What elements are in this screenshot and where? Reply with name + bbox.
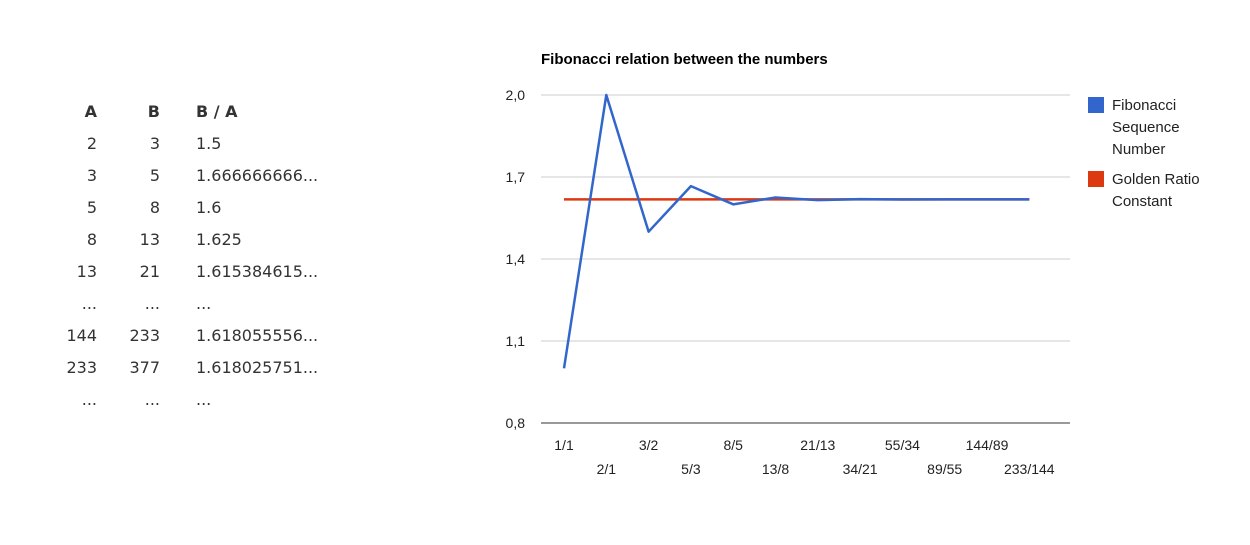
cell-b: 3 [149,133,160,153]
cell-ratio: 1.666666666... [196,165,319,185]
cell-a: 13 [76,261,97,281]
cell-ratio: ... [196,293,212,313]
table-row: ......... [50,383,396,415]
table-header-row: A B B / A [50,96,396,127]
table-row: ......... [50,287,396,319]
cell-ratio: 1.6 [196,197,222,217]
header-b: B [147,102,160,121]
table-row: 3 5 1.666666666... [50,159,396,191]
cell-a: ... [81,293,97,313]
x-tick-label: 5/3 [681,461,701,477]
cell-ratio: 1.618055556... [196,325,319,345]
cell-a: 233 [66,357,97,377]
x-tick-label: 55/34 [885,437,920,453]
cell-ratio: 1.615384615... [196,261,319,281]
table-row: 144 233 1.618055556... [50,319,396,351]
y-tick-label: 2,0 [506,87,526,103]
x-tick-label: 233/144 [1004,461,1055,477]
cell-b: ... [144,293,160,313]
x-tick-label: 1/1 [554,437,574,453]
cell-a: 2 [86,133,97,153]
x-tick-label: 21/13 [800,437,835,453]
x-tick-label: 144/89 [966,437,1009,453]
fibonacci-chart: Fibonacci relation between the numbers 0… [506,51,1200,477]
cell-a: 3 [86,165,97,185]
cell-a: 144 [66,325,97,345]
cell-ratio: 1.625 [196,229,242,249]
cell-a: 5 [86,197,97,217]
legend-swatch [1088,171,1104,187]
y-tick-label: 0,8 [506,415,526,431]
cell-a: 8 [86,229,97,249]
y-tick-label: 1,4 [506,251,526,267]
legend-label: Golden Ratio Constant [1112,171,1200,210]
cell-b: 13 [139,229,160,249]
y-tick-label: 1,1 [506,333,526,349]
cell-ratio: ... [196,389,212,409]
header-ratio: B / A [196,102,238,121]
cell-b: 377 [129,357,160,377]
cell-b: ... [144,389,160,409]
table-row: 8 13 1.625 [50,223,396,255]
x-tick-label: 34/21 [843,461,878,477]
table-row: 13 21 1.615384615... [50,255,396,287]
table-row: 5 8 1.6 [50,191,396,223]
cell-a: ... [81,389,97,409]
header-a: A [84,102,97,121]
chart-title: Fibonacci relation between the numbers [541,51,828,68]
y-tick-label: 1,7 [506,169,526,185]
cell-b: 21 [139,261,160,281]
x-tick-label: 8/5 [723,437,743,453]
x-tick-label: 13/8 [762,461,789,477]
cell-b: 5 [149,165,160,185]
legend-swatch [1088,97,1104,113]
fibonacci-series-line [562,93,1030,369]
x-tick-label: 89/55 [927,461,962,477]
cell-b: 233 [129,325,160,345]
table-row: 2 3 1.5 [50,127,396,159]
cell-ratio: 1.618025751... [196,357,319,377]
x-tick-label: 3/2 [639,437,659,453]
cell-b: 8 [149,197,160,217]
ratio-table: A B B / A 2 3 1.5 3 5 1.666666666... 5 8 1.6 8 13 1… [50,96,396,415]
cell-ratio: 1.5 [196,133,222,153]
table-row: 233 377 1.618025751... [50,351,396,383]
legend-label: Fibonacci Sequence Number [1112,97,1180,158]
x-tick-label: 2/1 [597,461,617,477]
